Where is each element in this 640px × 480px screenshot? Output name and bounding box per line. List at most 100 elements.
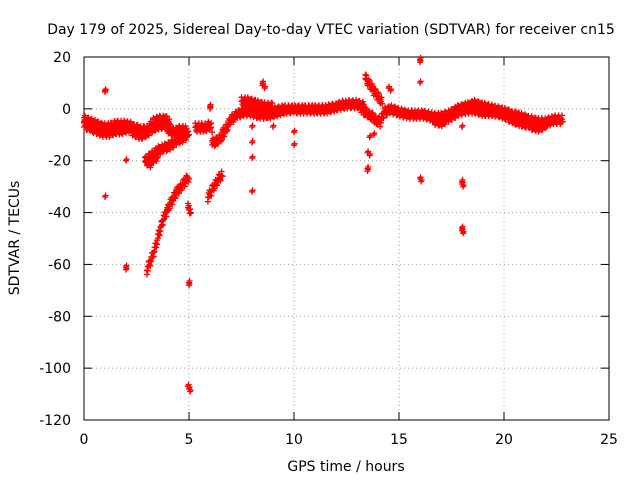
- data-point: [359, 98, 366, 105]
- data-point: [187, 206, 194, 213]
- data-point: [371, 130, 378, 137]
- data-point: [249, 187, 256, 194]
- x-tick-label: 10: [285, 432, 303, 448]
- data-point: [185, 175, 192, 181]
- data-point: [134, 121, 141, 128]
- data-point: [282, 108, 289, 115]
- x-tick-label: 5: [185, 432, 194, 448]
- x-tick-labels: 0 5 10 15 20 25: [80, 432, 618, 448]
- y-tick-label: -100: [39, 361, 71, 377]
- data-point: [475, 98, 481, 105]
- data-point: [559, 118, 566, 125]
- data-point: [183, 134, 190, 141]
- y-tick-label: -20: [48, 154, 71, 170]
- data-point: [123, 265, 130, 272]
- x-tick-label: 25: [600, 432, 618, 448]
- data-point: [379, 100, 386, 107]
- data-point: [95, 123, 102, 130]
- data-point: [541, 118, 548, 125]
- data-point: [417, 78, 424, 85]
- data-point: [249, 153, 256, 160]
- data-point: [249, 138, 256, 144]
- data-point: [527, 118, 533, 125]
- data-point: [219, 173, 226, 180]
- data-point: [504, 109, 511, 116]
- data-point: [460, 228, 467, 235]
- x-tick-label: 15: [390, 432, 408, 448]
- data-point: [291, 140, 298, 147]
- data-point: [188, 209, 195, 216]
- y-tick-label: -40: [48, 206, 71, 222]
- data-point: [362, 71, 369, 78]
- data-point: [102, 192, 109, 199]
- data-point: [187, 386, 194, 393]
- data-marks: [81, 55, 566, 395]
- data-point: [218, 168, 225, 175]
- data-point: [511, 108, 518, 115]
- x-tick-label: 0: [80, 432, 89, 448]
- data-point: [102, 87, 109, 94]
- data-point: [209, 129, 216, 136]
- data-point: [291, 127, 298, 134]
- data-point: [559, 112, 565, 119]
- y-tick-label: 20: [53, 50, 71, 66]
- data-point: [460, 182, 467, 189]
- data-point: [185, 381, 192, 388]
- data-point: [493, 105, 500, 112]
- data-point: [262, 83, 269, 90]
- data-point: [260, 78, 267, 85]
- data-point: [367, 132, 374, 139]
- plot-frame: [83, 56, 610, 421]
- data-point: [249, 122, 256, 129]
- data-point: [522, 111, 528, 118]
- y-tick-label: -120: [39, 413, 71, 429]
- y-tick-labels: 20 0 -20 -40 -60 -80 -100 -120: [39, 50, 71, 429]
- y-tick-label: -60: [48, 257, 71, 273]
- data-point: [388, 86, 395, 93]
- y-tick-label: -80: [48, 309, 71, 325]
- data-point: [127, 122, 134, 129]
- data-point: [185, 202, 192, 209]
- data-point: [375, 89, 381, 96]
- data-point: [459, 122, 466, 129]
- data-point: [252, 103, 259, 110]
- data-point: [543, 124, 549, 130]
- x-axis-label: GPS time / hours: [287, 459, 404, 475]
- data-point: [367, 151, 374, 157]
- data-point: [481, 99, 488, 106]
- data-point: [365, 108, 372, 114]
- y-axis-label: SDTVAR / TECUs: [7, 181, 23, 296]
- data-point: [207, 121, 213, 128]
- data-point: [95, 118, 102, 125]
- data-point: [262, 106, 269, 113]
- data-point: [378, 94, 385, 101]
- data-point: [220, 125, 227, 131]
- data-point: [150, 249, 157, 256]
- data-point: [269, 100, 276, 107]
- data-point: [153, 153, 160, 160]
- chart-title: Day 179 of 2025, Sidereal Day-to-day VTE…: [47, 22, 615, 38]
- data-point: [248, 95, 255, 102]
- data-point: [366, 77, 373, 84]
- data-point: [281, 105, 288, 112]
- data-point: [497, 106, 504, 113]
- data-point: [270, 122, 277, 129]
- data-point: [208, 120, 215, 127]
- data-point: [163, 120, 170, 127]
- data-point: [418, 176, 425, 183]
- axis-ticks: [83, 56, 610, 421]
- data-point: [123, 156, 130, 163]
- data-point: [369, 110, 376, 117]
- x-tick-label: 20: [495, 432, 513, 448]
- data-point: [153, 240, 160, 247]
- grid-lines: [84, 57, 609, 420]
- data-point: [400, 112, 407, 119]
- data-point: [365, 166, 372, 173]
- data-point: [542, 121, 549, 128]
- data-point: [134, 126, 141, 133]
- data-point: [160, 117, 167, 124]
- data-point: [372, 85, 379, 92]
- data-point: [391, 103, 398, 110]
- data-point: [154, 155, 161, 162]
